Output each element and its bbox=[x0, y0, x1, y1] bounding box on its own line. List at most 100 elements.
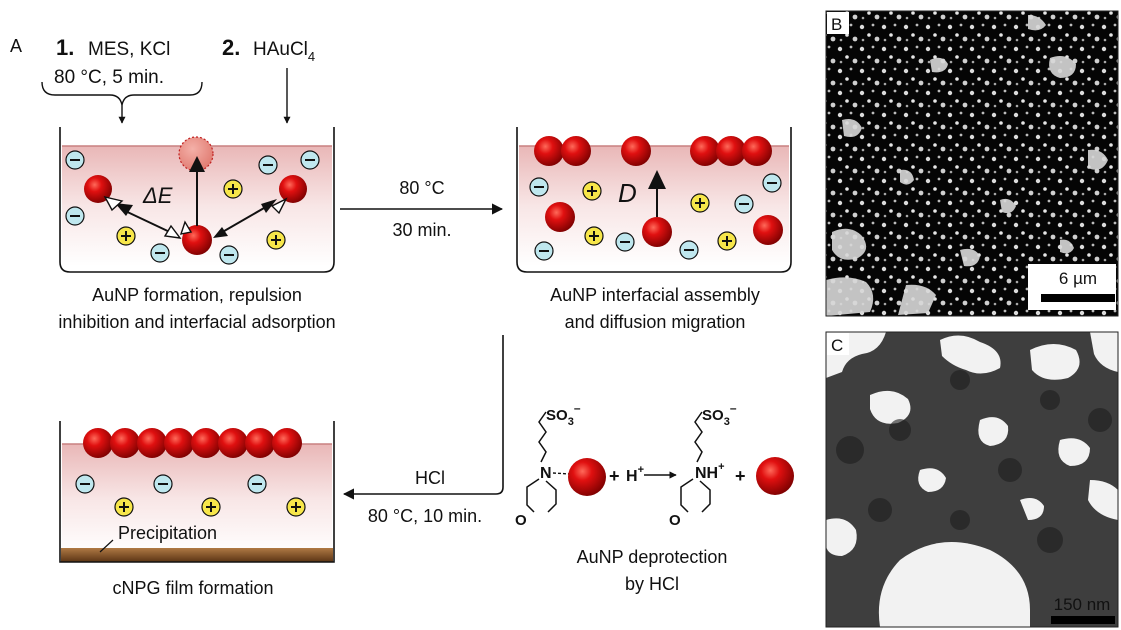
repulsion-arrow bbox=[120, 208, 175, 235]
panel-c: C 150 nm bbox=[825, 331, 1119, 628]
cation bbox=[690, 193, 710, 213]
cation bbox=[286, 497, 306, 517]
sulfonate-label: SO3– bbox=[546, 401, 581, 428]
cation bbox=[116, 226, 136, 246]
anion bbox=[247, 474, 267, 494]
repulsion-arrowhead bbox=[115, 203, 133, 216]
panel-b: B 6 µm bbox=[825, 10, 1119, 317]
gold-nanoparticle bbox=[621, 136, 651, 166]
arrow-2-conditions: 80 °C, 10 min. bbox=[368, 506, 482, 526]
gold-nanoparticle bbox=[84, 175, 112, 203]
anion bbox=[734, 194, 754, 214]
beaker-2: D bbox=[516, 127, 792, 273]
anion bbox=[615, 232, 635, 252]
anion bbox=[75, 474, 95, 494]
cation bbox=[201, 497, 221, 517]
beaker-3-liquid bbox=[62, 444, 332, 554]
nitrogen-label: N bbox=[540, 465, 552, 482]
gold-nanoparticle bbox=[245, 428, 275, 458]
morpholine-ring bbox=[526, 478, 557, 513]
beaker-1-caption-line1: AuNP formation, repulsion bbox=[92, 285, 302, 305]
anion bbox=[153, 474, 173, 494]
sulfonate-label: SO3– bbox=[702, 401, 737, 428]
gold-nanoparticle bbox=[272, 428, 302, 458]
deprotection-caption-line2: by HCl bbox=[625, 574, 679, 594]
tem-particles bbox=[836, 370, 1112, 553]
cation bbox=[114, 497, 134, 517]
step2-number: 2. bbox=[222, 35, 240, 60]
reaction-plus: + bbox=[609, 466, 620, 486]
anion bbox=[65, 150, 85, 170]
gold-nanoparticle bbox=[756, 457, 794, 495]
panel-b-scale-bar bbox=[1041, 294, 1115, 302]
gold-nanoparticle bbox=[642, 217, 672, 247]
reaction-plus: + bbox=[735, 466, 746, 486]
cation bbox=[717, 231, 737, 251]
gold-nanoparticle bbox=[753, 215, 783, 245]
alkyl-chain bbox=[538, 411, 547, 463]
panel-b-label: B bbox=[831, 15, 842, 34]
morpholine-ring bbox=[680, 478, 711, 513]
panel-c-label-bg bbox=[827, 333, 849, 355]
gold-nanoparticle bbox=[83, 428, 113, 458]
step1-number: 1. bbox=[56, 35, 74, 60]
panel-b-scale-text: 6 µm bbox=[1059, 269, 1097, 288]
panel-b-scale-bg bbox=[1028, 264, 1116, 310]
oxygen-label: O bbox=[515, 512, 527, 529]
beaker-3-caption: cNPG film formation bbox=[112, 578, 273, 598]
anion bbox=[762, 173, 782, 193]
cation bbox=[266, 230, 286, 250]
repulsion-arrowhead bbox=[179, 220, 193, 235]
repulsion-arrowhead bbox=[163, 224, 182, 239]
gold-nanoparticle bbox=[137, 428, 167, 458]
gold-nanoparticle bbox=[690, 136, 720, 166]
repulsion-arrowhead bbox=[103, 195, 124, 212]
repulsion-arrowhead bbox=[261, 199, 277, 213]
beaker-2-caption-line1: AuNP interfacial assembly bbox=[550, 285, 760, 305]
repulsion-arrowhead bbox=[270, 197, 288, 215]
gold-nanoparticle bbox=[545, 202, 575, 232]
oxygen-label: O bbox=[669, 512, 681, 529]
coordination-bond bbox=[552, 472, 571, 475]
precipitation-pointer bbox=[99, 539, 114, 553]
cation bbox=[223, 179, 243, 199]
arrow-1-temperature: 80 °C bbox=[399, 178, 444, 198]
diffusion-label: D bbox=[618, 178, 637, 208]
repulsion-arrow bbox=[218, 203, 272, 235]
repulsion-arrowhead bbox=[213, 227, 228, 238]
gold-nanoparticle bbox=[716, 136, 746, 166]
alkyl-chain bbox=[694, 411, 703, 463]
panel-c-scale-text: 150 nm bbox=[1054, 595, 1111, 614]
gold-nanoparticle bbox=[164, 428, 194, 458]
sediment-layer bbox=[61, 548, 333, 562]
beaker-3: Precipitation bbox=[59, 421, 335, 563]
panel-b-label-bg bbox=[827, 12, 849, 34]
anion bbox=[529, 177, 549, 197]
arrow-2-reagent: HCl bbox=[415, 468, 445, 488]
precipitation-label: Precipitation bbox=[118, 523, 217, 543]
gold-nanoparticle bbox=[568, 458, 606, 496]
gold-nanoparticle bbox=[534, 136, 564, 166]
beaker-1-caption-line2: inhibition and interfacial adsorption bbox=[58, 312, 335, 332]
repulsion-arrowhead bbox=[189, 156, 205, 172]
cation bbox=[584, 226, 604, 246]
step2-subscript: 4 bbox=[308, 49, 315, 64]
sem-pores bbox=[826, 15, 1108, 316]
arrow-1-time: 30 min. bbox=[392, 220, 451, 240]
step1-conditions: 80 °C, 5 min. bbox=[54, 67, 164, 88]
process-arrow-2 bbox=[342, 335, 504, 500]
beaker-1-wall bbox=[59, 127, 335, 273]
gold-nanoparticle bbox=[218, 428, 248, 458]
beaker-1: ΔE bbox=[59, 127, 335, 273]
gold-nanoparticle bbox=[279, 175, 307, 203]
panel-c-scale-bar bbox=[1051, 616, 1115, 624]
anion bbox=[679, 240, 699, 260]
panel-c-frame bbox=[825, 331, 1119, 628]
beaker-3-wall bbox=[59, 421, 335, 563]
beaker-2-wall bbox=[516, 127, 792, 273]
cation bbox=[582, 181, 602, 201]
diffusion-arrowhead bbox=[648, 170, 666, 189]
gold-nanoparticle bbox=[110, 428, 140, 458]
panel-a-label: A bbox=[10, 36, 22, 56]
